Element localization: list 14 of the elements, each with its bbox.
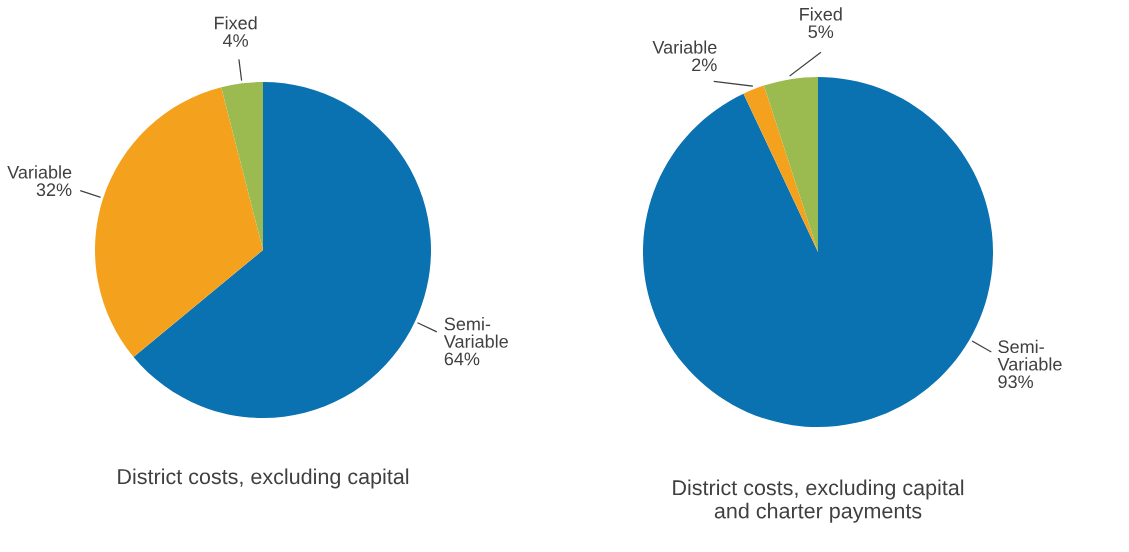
text: District costs, excluding capital and charter payments xyxy=(673,479,964,523)
data-label: 93% xyxy=(998,375,1034,389)
slice-label: Fixed xyxy=(215,16,257,30)
slice-label: Variable xyxy=(7,165,72,179)
slice-label: Fixed xyxy=(800,7,842,21)
data-label: 2% xyxy=(692,58,717,72)
data-label: 5% xyxy=(808,25,834,39)
data-label: 64% xyxy=(444,352,480,366)
slice-label: Variable xyxy=(652,40,717,54)
text: District costs, excluding capital xyxy=(118,468,409,489)
data-label: 4% xyxy=(222,34,249,47)
slice-label: Semi-Variable xyxy=(443,317,508,348)
slice-label: Semi-Variable xyxy=(997,339,1062,371)
data-label: 32% xyxy=(36,183,72,197)
